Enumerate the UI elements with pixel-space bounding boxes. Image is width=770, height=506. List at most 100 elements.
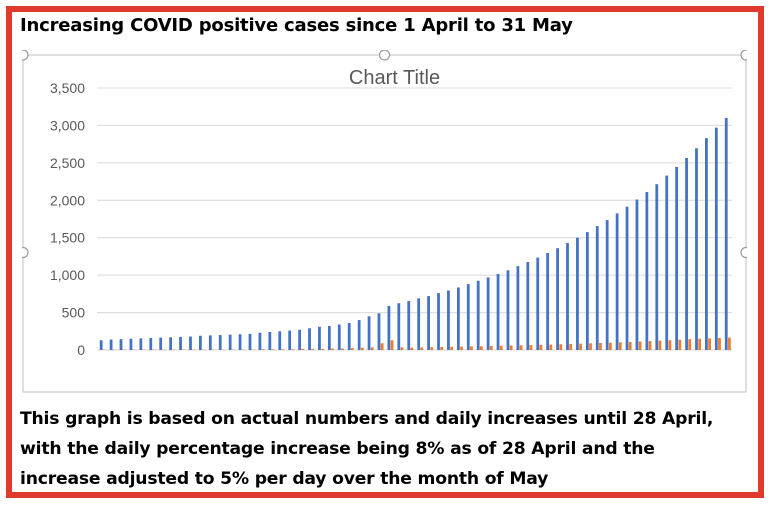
bar [407,300,411,350]
bar [539,344,543,350]
bar [380,343,384,350]
bar [698,338,702,350]
bar [615,213,619,350]
bar [308,328,311,350]
bar [321,348,325,350]
bar [529,345,533,350]
bar [705,138,708,350]
bar [509,345,513,350]
bar [658,340,662,350]
bar [430,347,434,350]
bar [499,345,503,350]
bar [129,338,133,350]
bar [618,342,622,350]
selection-handle [378,50,391,61]
bar [261,349,265,350]
bar [218,335,222,350]
figure-heading: Increasing COVID positive cases since 1 … [20,15,573,36]
y-tick-label: 2,000 [50,192,85,208]
bar [456,287,460,350]
bar [119,339,123,350]
selection-handle [740,50,747,61]
bar [288,330,292,350]
y-tick-label: 1,500 [50,230,85,246]
caption-line: increase adjusted to 5% per day over the… [20,469,549,489]
bar [569,343,573,350]
bar [566,242,569,350]
bar [479,346,483,350]
bar [476,280,480,350]
bar [688,339,692,350]
bar [351,348,354,350]
caption-line: This graph is based on actual numbers an… [20,409,714,429]
bar [367,316,371,350]
bar [559,344,563,350]
bar [450,346,453,350]
bar [675,166,679,350]
bar [248,333,252,350]
y-tick-label: 500 [62,305,86,321]
bar [585,232,589,350]
bar [99,340,103,350]
figure-caption: This graph is based on actual numbers an… [20,404,755,494]
bar [516,266,520,350]
chart-area: Chart Title 0 500 1,000 1,500 2,000 2,500 3,000… [22,50,747,395]
bar [420,347,424,350]
bar [301,348,305,350]
bar [589,343,592,350]
bar [139,338,143,350]
bar [298,329,301,350]
bar [576,237,579,350]
bar [718,338,721,350]
bar [556,248,559,350]
y-tick-label: 3,000 [50,117,85,133]
bar [655,184,659,350]
bar [400,347,404,350]
selection-handle [22,50,29,61]
bar [318,326,321,350]
bar [189,336,192,350]
bar [496,274,500,350]
selection-handle [22,246,29,259]
y-tick-label: 3,500 [50,80,85,96]
bar [447,290,450,350]
bar [635,199,639,350]
bar [625,206,629,350]
bar [271,349,275,350]
bar [159,337,163,350]
y-tick-label: 1,000 [50,267,85,283]
bar [387,305,391,350]
bar [724,117,728,350]
bar [708,338,711,350]
bar [728,337,731,350]
bar [519,345,523,350]
y-tick-label: 0 [77,342,85,358]
bar [506,270,510,350]
bar [238,334,242,350]
selection-handle [740,246,747,259]
bar [695,148,698,350]
bar [440,347,444,350]
bar-chart: Chart Title 0 500 1,000 1,500 2,000 2,500 3,000… [22,50,747,393]
bar [628,341,632,350]
bar [486,277,490,350]
bar [199,335,202,350]
bar [668,340,672,350]
bar [337,324,341,350]
figure-frame: Increasing COVID positive cases since 1 … [6,6,764,498]
bar [311,348,315,350]
bar [678,339,682,350]
bar [149,338,153,350]
bar [341,348,344,350]
bar [605,220,609,350]
chart-title: Chart Title [349,67,440,89]
bar [327,326,331,350]
bar [685,157,688,350]
bar [595,226,599,350]
bar [536,257,540,350]
bar [599,342,602,350]
bar [347,323,351,350]
bar [648,341,652,350]
bar [714,127,718,350]
bar [360,347,364,350]
